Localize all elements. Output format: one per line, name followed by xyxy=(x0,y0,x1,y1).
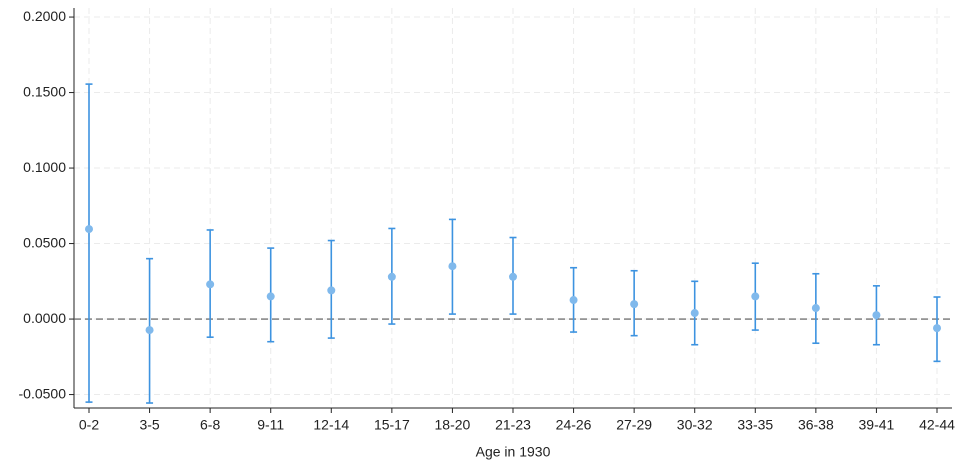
x-tick-label: 36-38 xyxy=(798,417,834,433)
y-tick-label: 0.1000 xyxy=(23,159,66,175)
point xyxy=(509,272,517,281)
point xyxy=(145,326,154,335)
x-tick-label: 24-26 xyxy=(556,417,592,433)
point xyxy=(811,304,820,313)
point xyxy=(327,286,336,295)
y-tick-label: 0.0000 xyxy=(23,310,66,326)
x-tick-label: 0-2 xyxy=(79,417,99,433)
y-tick-label: 0.2000 xyxy=(23,8,66,24)
y-tick-label: 0.1500 xyxy=(23,83,66,99)
point xyxy=(266,292,275,301)
y-tick-label: 0.0500 xyxy=(23,234,66,250)
point xyxy=(206,280,215,289)
x-tick-label: 39-41 xyxy=(859,417,895,433)
x-tick-label: 18-20 xyxy=(435,417,471,433)
point xyxy=(387,272,396,281)
point xyxy=(630,300,639,309)
x-tick-label: 9-11 xyxy=(257,417,284,433)
x-tick-label: 6-8 xyxy=(200,417,220,433)
point xyxy=(872,311,881,320)
x-tick-label: 3-5 xyxy=(139,417,159,433)
point xyxy=(751,292,760,301)
x-tick-label: 15-17 xyxy=(374,417,410,433)
x-axis-title: Age in 1930 xyxy=(476,444,551,460)
point xyxy=(690,309,699,318)
x-tick-label: 12-14 xyxy=(313,417,349,433)
x-tick-label: 27-29 xyxy=(616,417,652,433)
x-tick-label: 33-35 xyxy=(737,417,773,433)
x-tick-label: 21-23 xyxy=(495,417,531,433)
point xyxy=(85,225,93,234)
point xyxy=(448,262,457,271)
x-tick-label: 30-32 xyxy=(677,417,713,433)
point xyxy=(933,324,941,333)
y-tick-label: -0.0500 xyxy=(19,385,67,401)
point xyxy=(569,296,578,305)
x-tick-label: 42-44 xyxy=(919,417,955,433)
